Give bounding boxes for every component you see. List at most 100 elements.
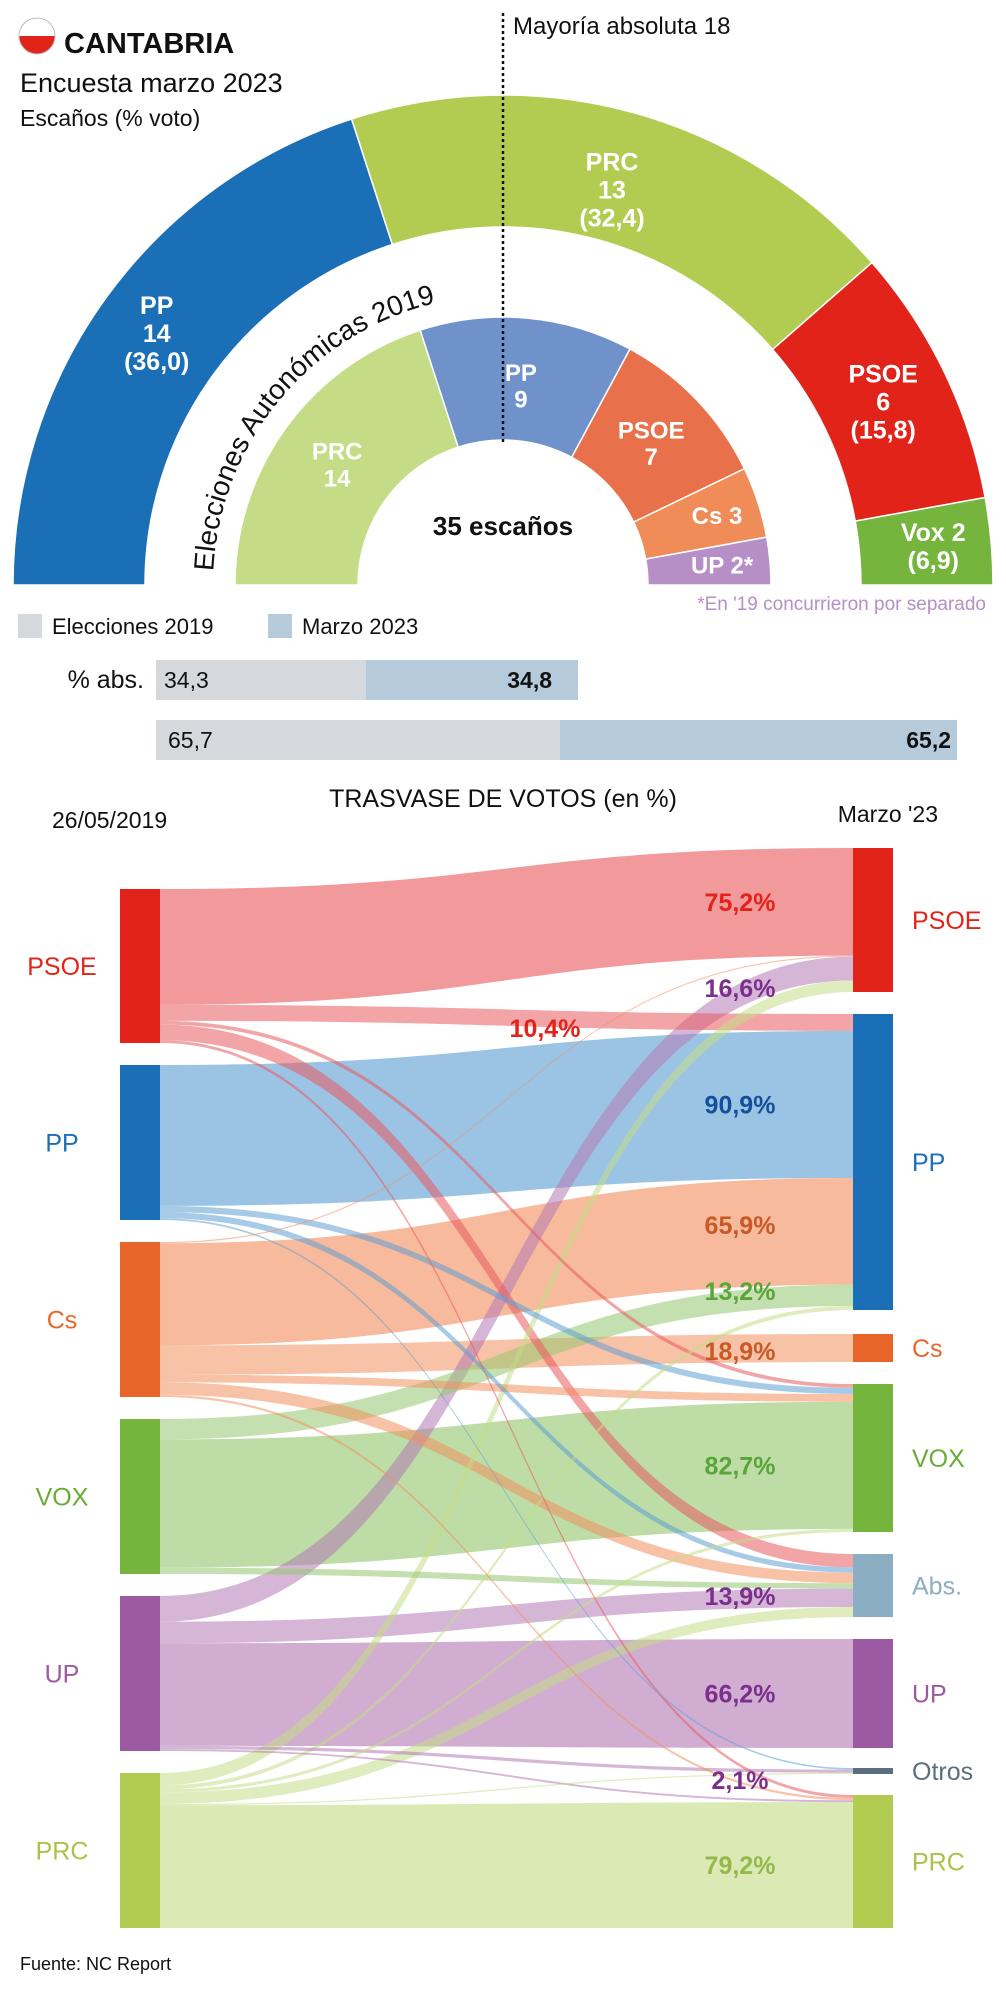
majority-label: Mayoría absoluta 18 (513, 13, 730, 40)
inner-label-up-2-0: UP 2* (691, 553, 754, 580)
target-node-pp (853, 1014, 893, 1310)
inner-label-prc-0: PRC (312, 438, 363, 465)
sankey-title: TRASVASE DE VOTOS (en %) (329, 785, 677, 813)
outer-label-psoe-0: PSOE (848, 361, 917, 389)
source-node-cs (120, 1242, 160, 1397)
header: CANTABRIA Encuesta marzo 2023 Escaños (%… (18, 17, 283, 131)
bar-part-2023 (560, 720, 957, 760)
outer-label-pp-1: 14 (143, 320, 171, 348)
flow-vox-to-pp (160, 1284, 853, 1440)
inner-label-pp-0: PP (505, 360, 537, 387)
page-subtitle: Escaños (% voto) (20, 105, 200, 131)
source-label-vox: VOX (36, 1484, 89, 1512)
source-label-cs: Cs (47, 1307, 78, 1335)
inner-slice-up-2 (644, 536, 772, 586)
source-node-pp (120, 1065, 160, 1220)
flow-up-to-psoe (160, 956, 853, 1622)
flow-prc-to-pp (160, 1305, 853, 1790)
flow-up-to-prc (160, 1749, 853, 1803)
inner-label-prc-1: 14 (324, 465, 351, 492)
flow-prc-to-vox (160, 1528, 853, 1793)
inner-label-cs-3-0: Cs 3 (692, 503, 743, 530)
flow-cs-to-abs (160, 1382, 853, 1584)
flow-cs-to-prc (160, 1394, 853, 1801)
target-label-otros: Otros (912, 1758, 973, 1786)
target-node-cs (853, 1334, 893, 1362)
inner-label-pp-1: 9 (514, 387, 527, 414)
source-label-psoe: PSOE (27, 953, 96, 981)
outer-label-psoe-1: 6 (876, 389, 890, 417)
region-title: CANTABRIA (64, 28, 234, 60)
target-label-pp: PP (912, 1149, 945, 1177)
flow-label-vox-to-vox: 82,7% (705, 1452, 776, 1480)
flow-psoe-to-prc (160, 1040, 853, 1799)
center-seats-label: 35 escaños (433, 511, 573, 541)
target-label-psoe: PSOE (912, 907, 981, 935)
source-node-up (120, 1596, 160, 1751)
flag-icon (18, 17, 56, 55)
footnote: *En '19 concurrieron por separado (697, 594, 986, 615)
bar-abs-row-label: % abs. (68, 666, 144, 694)
flow-label-pp-to-pp: 90,9% (705, 1091, 776, 1119)
flow-up-to-otros (160, 1745, 853, 1773)
target-node-up (853, 1639, 893, 1748)
flow-label-cs-to-cs: 18,9% (705, 1338, 776, 1366)
target-node-abs (853, 1554, 893, 1617)
flow-label-up-to-otros: 2,1% (712, 1767, 769, 1795)
source-label-prc: PRC (36, 1838, 89, 1866)
bar-part-2019 (156, 720, 560, 760)
inner-label-psoe-0: PSOE (618, 417, 685, 444)
target-label-up: UP (912, 1681, 947, 1709)
flow-label-up-to-abs: 13,9% (705, 1583, 776, 1611)
source-node-vox (120, 1419, 160, 1574)
legend-label-2023: Marzo 2023 (302, 614, 418, 639)
outer-label-vox-2-0: Vox 2 (901, 519, 966, 547)
source-label-up: UP (45, 1661, 80, 1689)
outer-slice-vox-2 (854, 496, 994, 586)
source-node-prc (120, 1773, 160, 1928)
flow-up-to-abs (160, 1588, 853, 1644)
flow-label-up-to-psoe: 16,6% (705, 975, 776, 1003)
outer-label-pp-2: (36,0) (124, 348, 189, 376)
inner-slice-prc (234, 329, 460, 586)
outer-label-prc-0: PRC (586, 149, 639, 177)
target-label-prc: PRC (912, 1849, 965, 1877)
flow-cs-to-pp (160, 1177, 853, 1346)
sankey-flows (160, 848, 853, 1928)
bar-part-2023-value: 65,2 (906, 727, 951, 753)
bar-abs-2023 (366, 660, 578, 700)
flow-psoe-to-abs (160, 1024, 853, 1568)
sankey-right-title: Marzo '23 (838, 801, 938, 827)
flow-label-cs-to-pp: 65,9% (705, 1212, 776, 1240)
outer-label-psoe-2: (15,8) (851, 417, 916, 445)
flow-pp-to-vox (160, 1205, 853, 1394)
flow-psoe-to-psoe (160, 848, 853, 1005)
flow-prc-to-abs (160, 1607, 853, 1804)
flow-label-psoe-to-pp: 10,4% (510, 1015, 581, 1043)
flow-prc-to-psoe (160, 980, 853, 1786)
source-label-pp: PP (45, 1130, 78, 1158)
outer-label-vox-2-1: (6,9) (908, 547, 959, 575)
outer-label-prc-1: 13 (598, 177, 626, 205)
bar-abs-2023-value: 34,8 (507, 667, 552, 693)
flow-label-prc-to-prc: 79,2% (705, 1852, 776, 1880)
vote-transfer-sankey: TRASVASE DE VOTOS (en %) 26/05/2019 Marzo … (27, 785, 981, 1928)
flow-label-up-to-up: 66,2% (705, 1681, 776, 1709)
target-node-prc (853, 1795, 893, 1928)
target-node-vox (853, 1384, 893, 1532)
flow-pp-to-abs (160, 1212, 853, 1573)
source-note: Fuente: NC Report (20, 1954, 171, 1974)
flow-label-vox-to-pp: 13,2% (705, 1278, 776, 1306)
outer-slice-pp (12, 118, 394, 586)
sankey-nodes: PSOE PP Cs VOX UP PRC PSOE PP Cs VOX Abs. UP Otros PR… (27, 848, 981, 1928)
target-node-psoe (853, 848, 893, 992)
flow-pp-to-otros (160, 1218, 853, 1770)
flow-psoe-to-pp (160, 1004, 853, 1031)
legend-swatch-2023 (268, 614, 292, 638)
flow-cs-to-psoe (160, 955, 853, 1244)
legend-swatch-2019 (18, 614, 42, 638)
bar-abs-2019 (156, 660, 366, 700)
outer-label-prc-2: (32,4) (579, 205, 644, 233)
